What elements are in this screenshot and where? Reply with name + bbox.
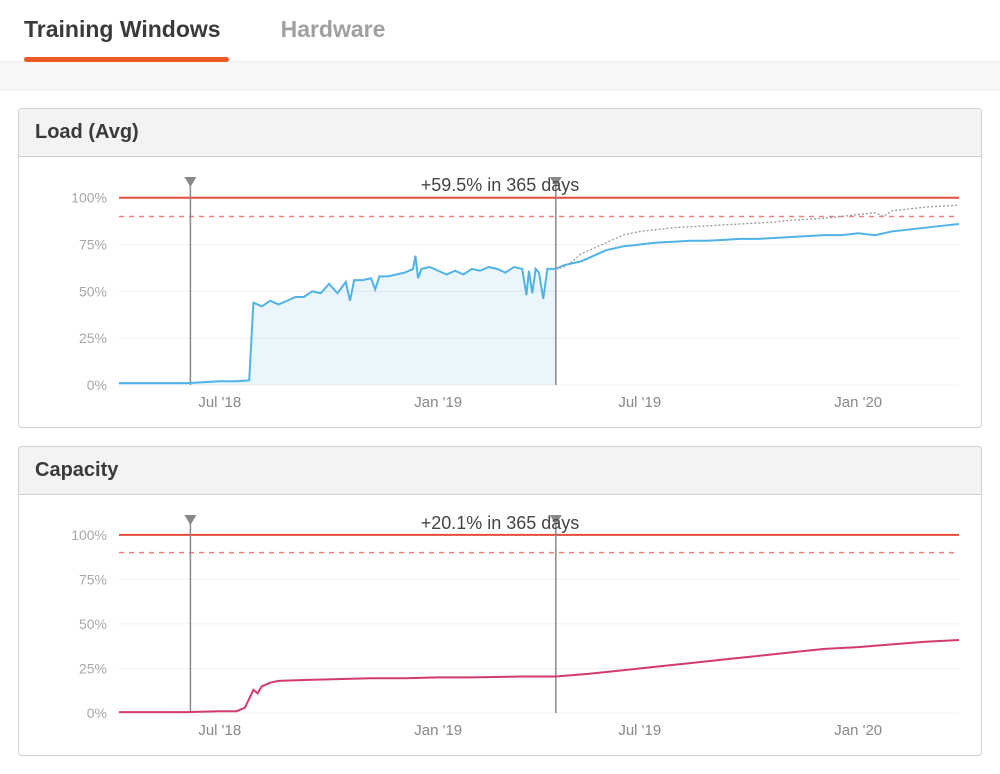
xtick-label: Jul '18 — [198, 722, 241, 739]
ytick-label: 25% — [79, 660, 107, 676]
ytick-label: 75% — [79, 571, 107, 587]
chart-load[interactable]: +59.5% in 365 days 0%25%50%75%100%Jul '1… — [19, 157, 981, 427]
xtick-label: Jan '20 — [834, 722, 882, 739]
panel-capacity-title: Capacity — [19, 447, 981, 495]
series-main-fill — [119, 256, 556, 385]
panel-load: Load (Avg) +59.5% in 365 days 0%25%50%75… — [18, 108, 982, 428]
xtick-label: Jan '20 — [834, 394, 882, 411]
ytick-label: 50% — [79, 616, 107, 632]
tabs-bar: Training Windows Hardware — [0, 0, 1000, 62]
xtick-label: Jul '19 — [618, 722, 661, 739]
ytick-label: 0% — [87, 377, 107, 393]
ytick-label: 50% — [79, 283, 107, 299]
xtick-label: Jul '19 — [618, 394, 661, 411]
filter-strip — [0, 62, 1000, 90]
xtick-label: Jan '19 — [414, 722, 462, 739]
panel-load-title: Load (Avg) — [19, 109, 981, 157]
xtick-label: Jul '18 — [198, 394, 241, 411]
ytick-label: 100% — [71, 527, 107, 543]
chart-capacity[interactable]: +20.1% in 365 days 0%25%50%75%100%Jul '1… — [19, 495, 981, 755]
tab-training-windows[interactable]: Training Windows — [24, 16, 221, 61]
ytick-label: 75% — [79, 237, 107, 253]
panel-capacity: Capacity +20.1% in 365 days 0%25%50%75%1… — [18, 446, 982, 756]
ytick-label: 0% — [87, 705, 107, 721]
series-main-line — [119, 640, 959, 712]
ytick-label: 25% — [79, 330, 107, 346]
xtick-label: Jan '19 — [414, 394, 462, 411]
tab-hardware[interactable]: Hardware — [281, 16, 386, 61]
ytick-label: 100% — [71, 190, 107, 206]
series-secondary-line — [556, 205, 959, 269]
